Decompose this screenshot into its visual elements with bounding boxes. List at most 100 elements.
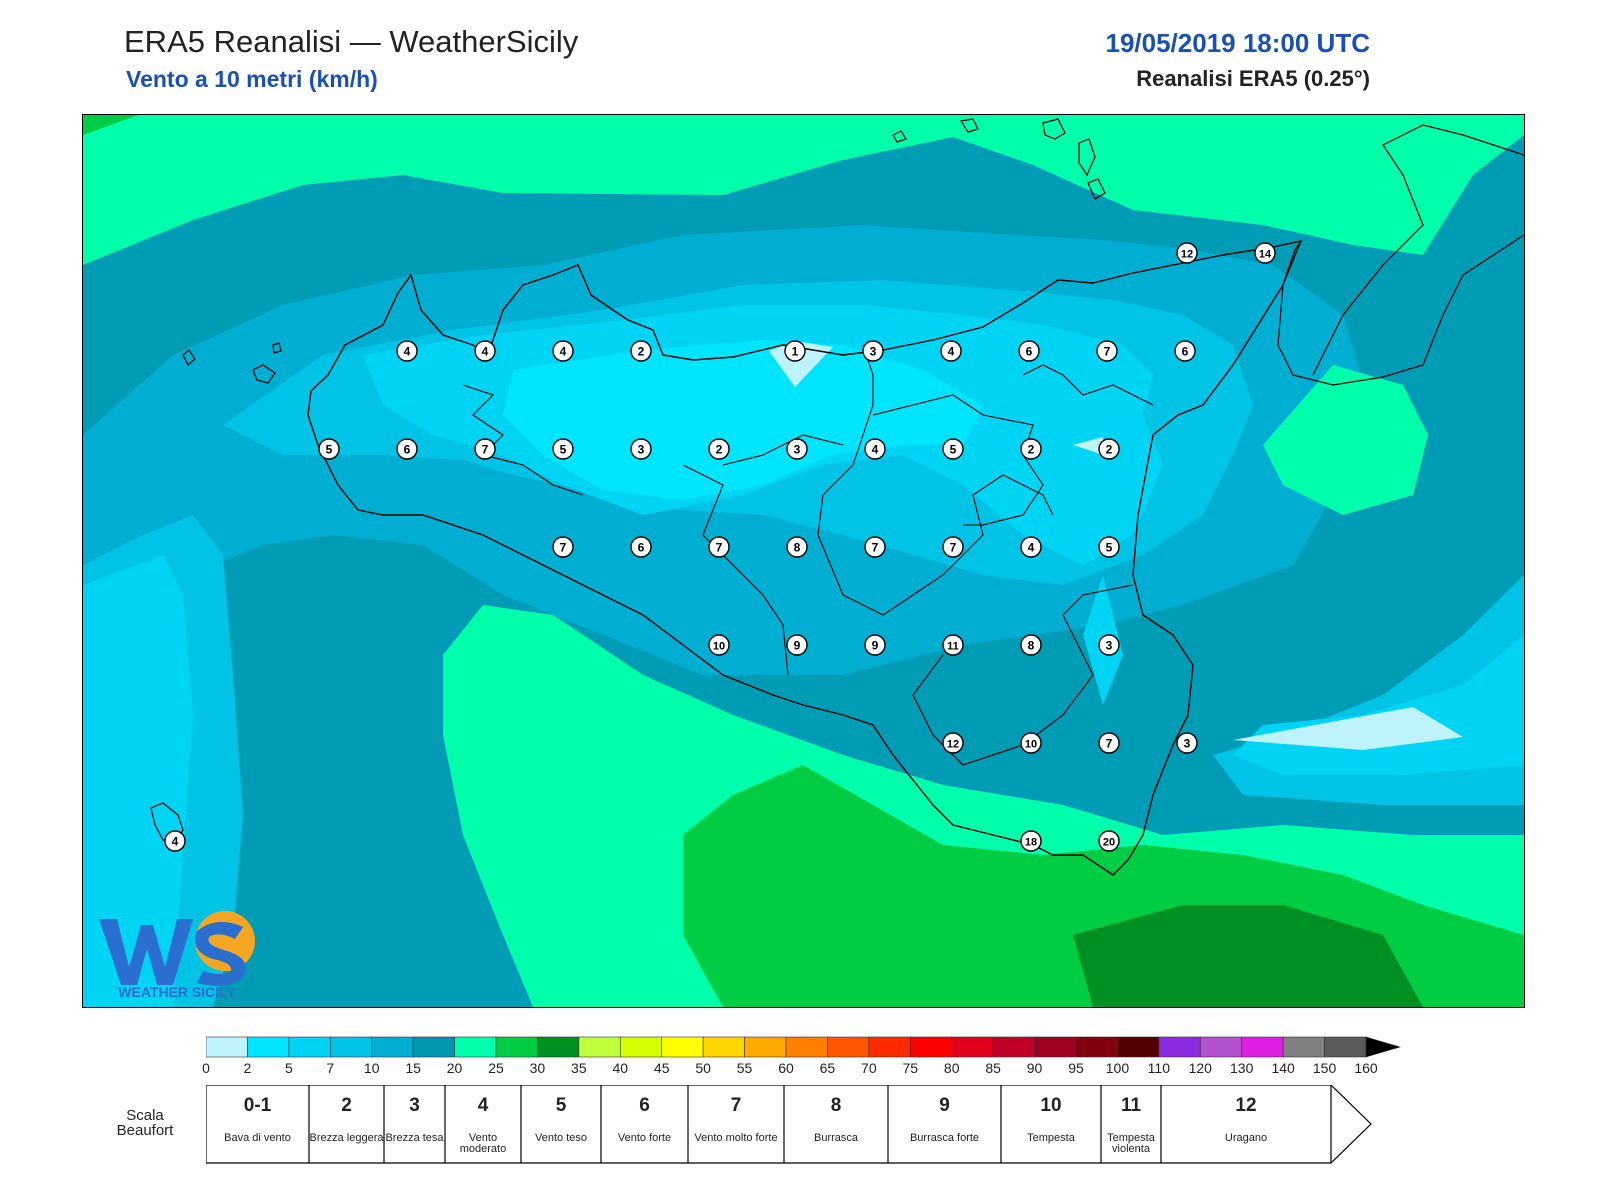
station-circle [864,438,886,460]
beaufort-level: 3 Brezza tesa [384,1085,445,1163]
station-value: 7 [872,541,879,555]
station-value: 4 [172,835,179,849]
station-circle [784,340,806,362]
station-marker: 1 [784,340,806,362]
colorbar-tick-label: 30 [529,1060,546,1076]
colorbar-tick-label: 7 [326,1060,335,1076]
map-subtitle: Vento a 10 metri (km/h) [126,66,378,92]
station-marker: 7 [1096,340,1118,362]
station-value: 4 [948,345,955,359]
beaufort-level-description: Tempesta [1027,1132,1075,1144]
station-circle [318,438,340,460]
station-marker: 5 [318,438,340,460]
beaufort-level-description: Vento moderato [459,1132,507,1155]
station-value: 7 [716,541,723,555]
map-source: Reanalisi ERA5 (0.25°) [1136,66,1370,91]
beaufort-level: 0-1 Bava di vento [206,1085,309,1163]
station-value: 8 [794,541,801,555]
wind-map: 4 4 4 2 1 3 4 6 7 6 5 6 7 5 3 2 3 4 5 2 2 7 6 7 8 7 7 4 5 10 9 9 11 8 3 12 1… [82,114,1525,1008]
wind-band-15-20-east [1263,365,1428,515]
beaufort-level: 7 Vento molto forte [688,1085,784,1163]
colorbar-tick-label: 80 [943,1060,960,1076]
station-circle [942,536,964,558]
station-value: 6 [404,443,411,457]
colorbar-segment [1075,1036,1118,1058]
station-value: 4 [560,345,567,359]
logo-graphic: WEATHER SICILY [99,911,255,1000]
wind-band-0-2-center [503,340,983,500]
colorbar-tick-label: 75 [902,1060,919,1076]
station-value: 7 [1104,345,1111,359]
station-marker: 18 [1020,830,1042,852]
station-marker: 3 [630,438,652,460]
station-value: 5 [950,443,957,457]
colorbar-tick-label: 10 [363,1060,380,1076]
station-circle [1174,340,1196,362]
beaufort-level: 11 Tempesta violenta [1101,1085,1161,1163]
colorbar-segment [288,1036,331,1058]
station-markers: 4 4 4 2 1 3 4 6 7 6 5 6 7 5 3 2 3 4 5 2 2 7 6 7 8 7 7 4 5 10 9 9 11 8 3 12 1… [164,242,1276,852]
beaufort-level-description: Vento teso [535,1132,587,1144]
station-circle [708,634,730,656]
station-circle [1176,242,1198,264]
colorbar-tick-label: 35 [571,1060,587,1076]
beaufort-level: 12 Uragano [1161,1085,1331,1163]
colorbar-segment [909,1036,953,1058]
station-marker: 3 [1176,732,1198,754]
station-value: 4 [404,345,411,359]
colorbar-segment [951,1036,994,1058]
wind-colorbar [205,1036,1402,1058]
colorbar-tick-label: 50 [695,1060,711,1076]
station-marker: 14 [1254,242,1276,264]
colorbar-tick-label: 2 [243,1060,252,1076]
station-value: 5 [560,443,567,457]
colorbar-segment [619,1036,663,1058]
station-value: 5 [1106,541,1113,555]
station-value: 9 [794,639,801,653]
wind-band-15-20-north [83,115,1524,265]
colorbar-tick-label: 65 [819,1060,836,1076]
colorbar-tick-label: 60 [778,1060,794,1076]
colorbar-tick-label: 90 [1026,1060,1043,1076]
colorbar-segment [537,1036,580,1058]
station-marker: 5 [552,438,574,460]
station-circle [1020,634,1042,656]
beaufort-level-description: Brezza tesa [385,1132,444,1144]
colorbar-tick-label: 150 [1312,1060,1337,1076]
beaufort-level-number: 11 [1120,1095,1142,1116]
station-circle [474,340,496,362]
colorbar-segment [578,1036,621,1058]
station-value: 11 [947,641,959,653]
colorbar-tick-label: 100 [1105,1060,1130,1076]
beaufort-level-description: Bava di vento [224,1132,291,1144]
station-marker: 8 [786,536,808,558]
colorbar-segment [1158,1036,1201,1058]
station-circle [864,536,886,558]
colorbar-segment [205,1036,248,1058]
colorbar-segment [827,1036,870,1058]
station-value: 3 [870,345,877,359]
station-marker: 7 [708,536,730,558]
colorbar-tick-label: 0 [202,1060,210,1076]
colorbar-segment [1241,1036,1284,1058]
station-marker: 2 [630,340,652,362]
station-circle [786,536,808,558]
station-marker: 6 [1174,340,1196,362]
colorbar-segment [785,1036,828,1058]
beaufort-level: 9 Burrasca forte [888,1085,1001,1163]
station-value: 9 [872,639,879,653]
station-circle [1098,536,1120,558]
station-circle [864,634,886,656]
station-value: 6 [638,541,645,555]
colorbar-tick-label: 5 [284,1060,293,1076]
beaufort-level-number: 5 [555,1095,567,1116]
beaufort-level-number: 2 [341,1095,352,1116]
beaufort-level: 8 Burrasca [784,1085,888,1163]
colorbar-tick-label: 40 [612,1060,629,1076]
beaufort-level-number: 7 [730,1095,742,1116]
station-value: 4 [482,345,489,359]
colorbar-segment [1117,1036,1160,1058]
station-value: 2 [1106,443,1113,457]
beaufort-level: 6 Vento forte [601,1085,688,1163]
station-value: 18 [1025,837,1037,849]
